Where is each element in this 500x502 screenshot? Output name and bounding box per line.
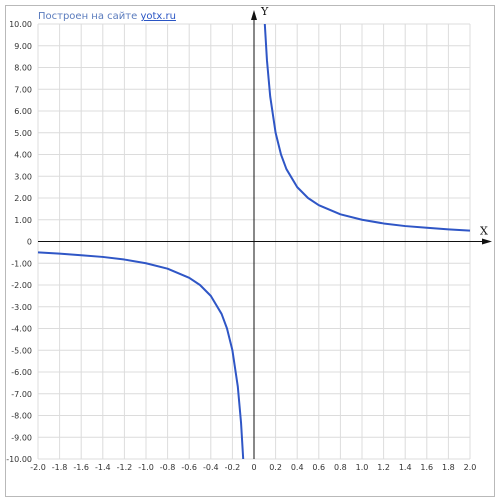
y-tick-label: 9.00 bbox=[14, 42, 32, 51]
x-axis-arrow bbox=[482, 238, 492, 245]
y-tick-label: 5.00 bbox=[14, 129, 32, 138]
series-line bbox=[263, 23, 471, 232]
y-tick-label: 0 bbox=[27, 238, 32, 247]
y-tick-label: 1.00 bbox=[14, 216, 32, 225]
y-tick-label: -7.00 bbox=[11, 390, 32, 399]
x-tick-label: -0.2 bbox=[225, 463, 241, 472]
y-tick-label: -6.00 bbox=[11, 368, 32, 377]
y-axis-arrow bbox=[251, 10, 257, 20]
y-tick-label: 2.00 bbox=[14, 194, 32, 203]
x-tick-label: 0.6 bbox=[312, 463, 325, 472]
x-tick-label: -0.8 bbox=[160, 463, 176, 472]
x-tick-label: 1.4 bbox=[399, 463, 412, 472]
y-tick-label: 7.00 bbox=[14, 85, 32, 94]
series-curves bbox=[37, 23, 471, 460]
site-credit: Построен на сайте yotx.ru bbox=[38, 11, 176, 22]
x-tick-label: -2.0 bbox=[30, 463, 46, 472]
credit-link[interactable]: yotx.ru bbox=[140, 11, 176, 22]
x-tick-label: 0.8 bbox=[334, 463, 347, 472]
x-tick-label: -0.4 bbox=[203, 463, 219, 472]
x-tick-label: -0.6 bbox=[181, 463, 197, 472]
x-tick-label: 0.2 bbox=[269, 463, 282, 472]
y-tick-label: -4.00 bbox=[11, 325, 32, 334]
x-tick-label: -1.2 bbox=[117, 463, 133, 472]
y-tick-label: 10.00 bbox=[9, 20, 32, 29]
axes bbox=[38, 10, 492, 459]
series-line bbox=[37, 251, 245, 460]
y-tick-label: -1.00 bbox=[11, 259, 32, 268]
x-tick-label: -1.0 bbox=[138, 463, 154, 472]
y-tick-label: 8.00 bbox=[14, 64, 32, 73]
y-tick-label: -10.00 bbox=[6, 455, 32, 464]
y-tick-label: -2.00 bbox=[11, 281, 32, 290]
y-tick-label: 3.00 bbox=[14, 172, 32, 181]
x-tick-label: 0 bbox=[251, 463, 256, 472]
y-tick-label: 6.00 bbox=[14, 107, 32, 116]
y-tick-label: -9.00 bbox=[11, 433, 32, 442]
credit-text: Построен на сайте bbox=[38, 11, 138, 22]
tick-labels: -2.0 -1.8 -1.6 -1.4 -1.2 -1.0 -0.8 -0.6 -0.4 -0.2… bbox=[6, 20, 476, 472]
y-tick-label: -3.00 bbox=[11, 303, 32, 312]
x-tick-label: -1.4 bbox=[95, 463, 111, 472]
y-tick-label: -5.00 bbox=[11, 346, 32, 355]
x-tick-label: 2.0 bbox=[464, 463, 477, 472]
x-tick-label: 1.6 bbox=[420, 463, 433, 472]
x-tick-label: 0.4 bbox=[291, 463, 304, 472]
x-tick-label: 1.2 bbox=[377, 463, 390, 472]
y-axis-label: Y bbox=[260, 5, 269, 18]
x-tick-label: 1.8 bbox=[442, 463, 455, 472]
x-tick-label: 1.0 bbox=[356, 463, 369, 472]
x-tick-label: -1.8 bbox=[52, 463, 68, 472]
x-axis-label: X bbox=[480, 225, 488, 238]
x-tick-label: -1.6 bbox=[73, 463, 89, 472]
y-tick-label: -8.00 bbox=[11, 412, 32, 421]
y-tick-label: 4.00 bbox=[14, 151, 32, 160]
